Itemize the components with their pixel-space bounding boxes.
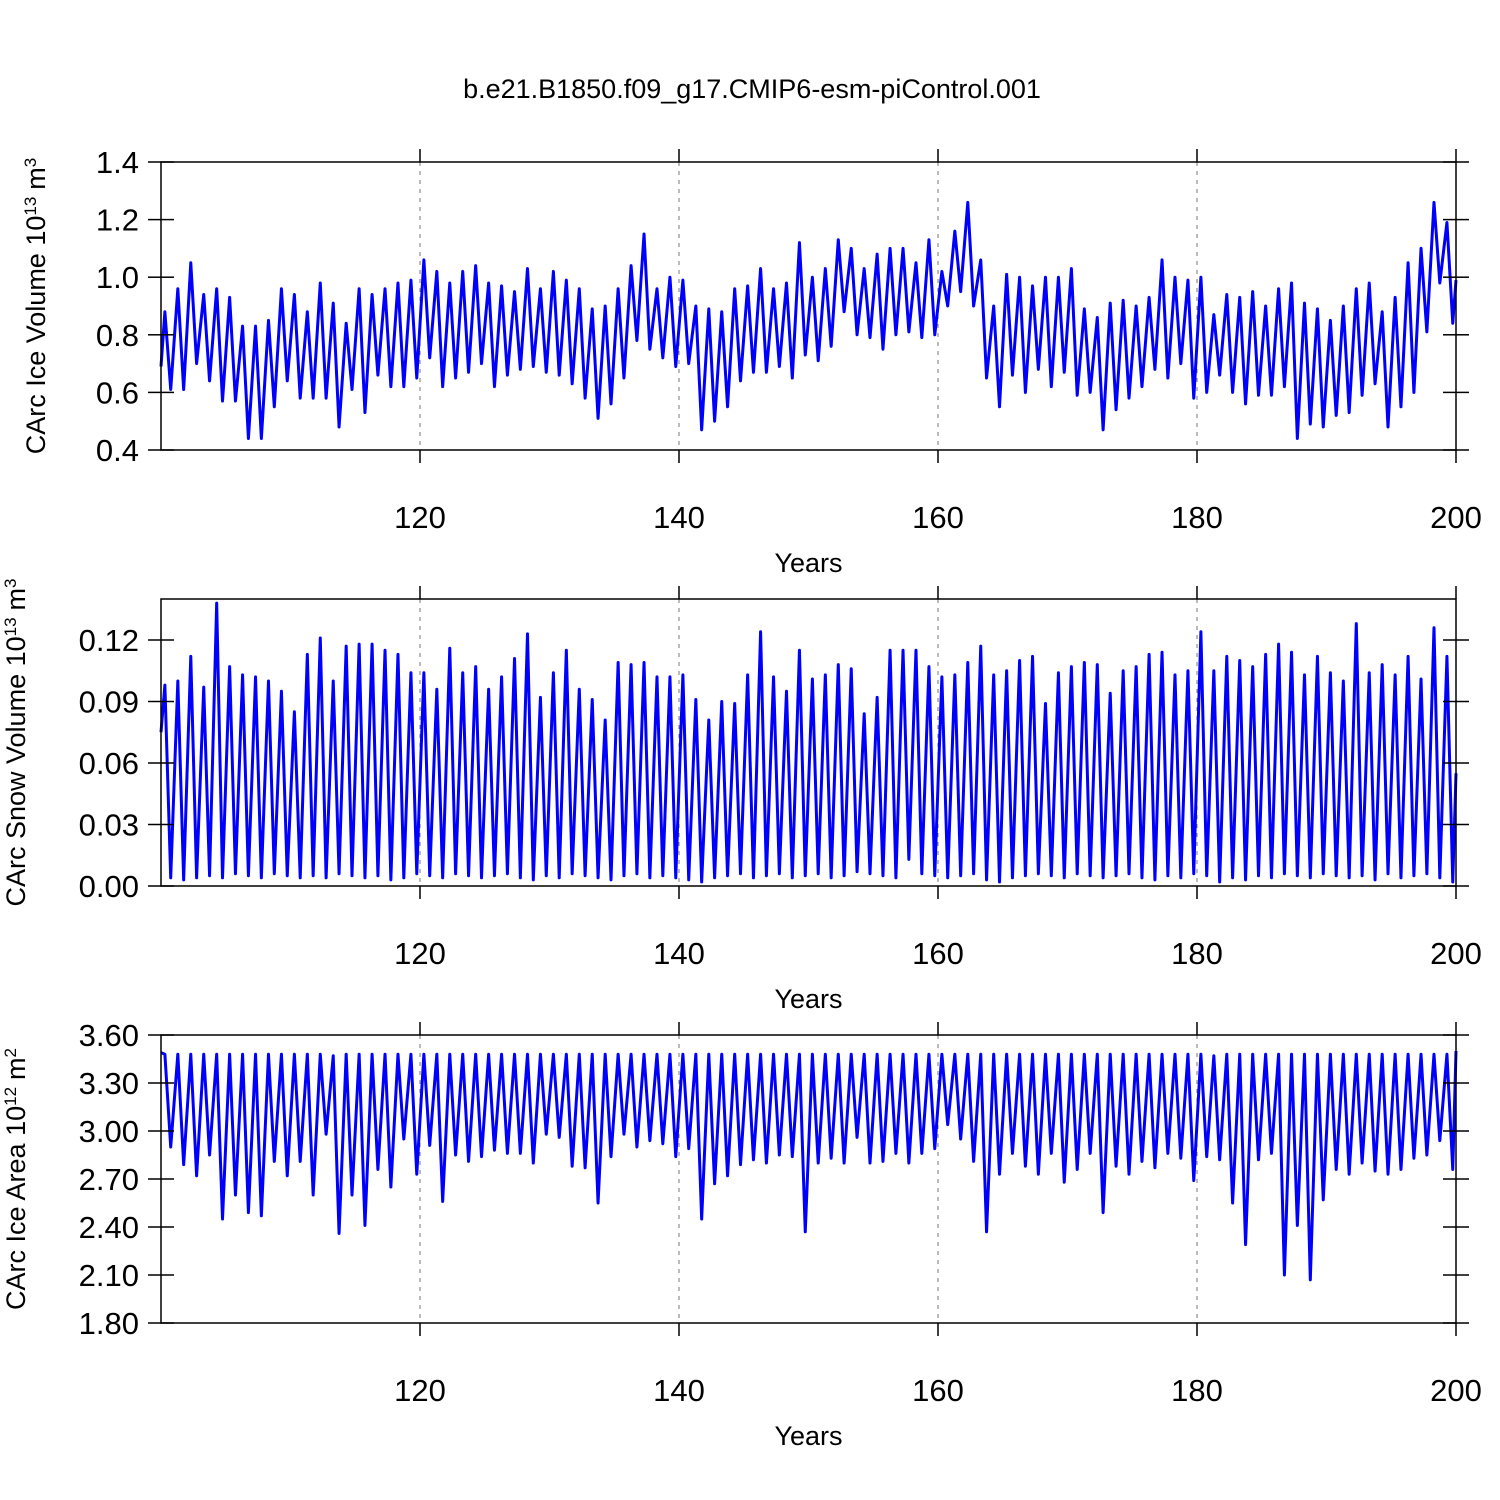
y-axis-title-part: CArc Ice Volume 10 xyxy=(21,216,51,455)
y-axis-title: CArc Ice Area 1012 m2 xyxy=(1,1048,32,1310)
y-axis-title-part: 3 xyxy=(21,158,40,167)
x-axis-title: Years xyxy=(774,1421,842,1451)
data-line xyxy=(159,200,1458,440)
y-axis-title-part: 2 xyxy=(1,1048,20,1057)
plot-frame xyxy=(160,598,1457,887)
y-axis-title-part: m xyxy=(1,1057,31,1080)
y-tick-label: 2.70 xyxy=(79,1162,139,1197)
panel: 0.4 0.6 0.8 1.0 1.2 1.4 120 140 160 180 200 Years CA… xyxy=(21,145,1482,578)
y-tick-label: 0.00 xyxy=(79,869,139,904)
x-axis-title: Years xyxy=(774,984,842,1014)
x-tick-label: 180 xyxy=(1171,1373,1223,1408)
x-tick-label: 120 xyxy=(394,936,446,971)
data-line xyxy=(160,1050,1458,1282)
y-tick-label: 1.4 xyxy=(96,145,139,180)
x-tick-label: 160 xyxy=(912,936,964,971)
y-axis-title-part: m xyxy=(1,588,31,611)
x-tick-label: 180 xyxy=(1171,936,1223,971)
y-axis-title-part: 3 xyxy=(1,578,20,587)
y-tick-label: 3.60 xyxy=(79,1018,139,1053)
y-tick-label: 0.12 xyxy=(79,623,139,658)
x-tick-label: 180 xyxy=(1171,500,1223,535)
x-tick-label: 140 xyxy=(653,1373,705,1408)
x-axis-title: Years xyxy=(774,548,842,578)
y-tick-label: 2.40 xyxy=(79,1210,139,1245)
y-tick-label: 1.2 xyxy=(96,203,139,238)
x-tick-label: 140 xyxy=(653,936,705,971)
y-axis-title-part: CArc Snow Volume 10 xyxy=(1,636,31,906)
plot-frame xyxy=(160,161,1457,451)
y-tick-label: 3.30 xyxy=(79,1066,139,1101)
y-tick-label: 0.6 xyxy=(96,375,139,410)
x-tick-label: 160 xyxy=(912,1373,964,1408)
x-tick-label: 160 xyxy=(912,500,964,535)
y-axis-title-part: 13 xyxy=(1,617,20,636)
panel: 1.80 2.10 2.40 2.70 3.00 3.30 3.60 120 140 160 180… xyxy=(1,1018,1482,1451)
y-tick-label: 0.4 xyxy=(96,433,139,468)
y-tick-label: 3.00 xyxy=(79,1114,139,1149)
y-tick-label: 2.10 xyxy=(79,1258,139,1293)
y-tick-label: 1.0 xyxy=(96,260,139,295)
x-tick-label: 200 xyxy=(1430,936,1482,971)
data-line xyxy=(159,601,1458,884)
y-axis-title-part: m xyxy=(21,167,51,190)
chart-title: b.e21.B1850.f09_g17.CMIP6-esm-piControl.… xyxy=(463,74,1041,104)
x-tick-label: 120 xyxy=(394,500,446,535)
y-axis-title: CArc Snow Volume 1013 m3 xyxy=(1,578,32,906)
y-axis-title-part: CArc Ice Area 10 xyxy=(1,1106,31,1310)
x-tick-label: 200 xyxy=(1430,500,1482,535)
y-tick-label: 0.8 xyxy=(96,318,139,353)
y-axis-title: CArc Ice Volume 1013 m3 xyxy=(21,158,52,455)
y-tick-label: 0.03 xyxy=(79,808,139,843)
y-axis-title-part: 13 xyxy=(21,197,40,216)
y-axis-title-part: 12 xyxy=(1,1087,20,1106)
y-tick-label: 0.09 xyxy=(79,685,139,720)
x-tick-label: 200 xyxy=(1430,1373,1482,1408)
x-tick-label: 120 xyxy=(394,1373,446,1408)
y-tick-label: 0.06 xyxy=(79,746,139,781)
x-tick-label: 140 xyxy=(653,500,705,535)
y-tick-label: 1.80 xyxy=(79,1306,139,1341)
panel: 0.00 0.03 0.06 0.09 0.12 120 140 160 180 200 Years… xyxy=(1,578,1482,1014)
